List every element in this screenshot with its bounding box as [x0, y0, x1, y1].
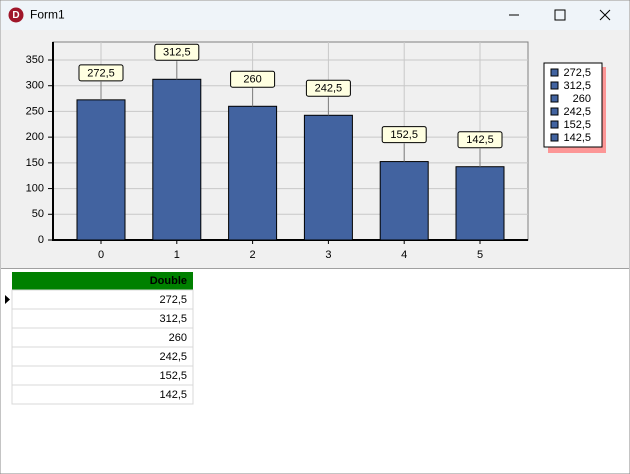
- legend-swatch: [550, 120, 559, 129]
- value-label-box: [78, 64, 124, 82]
- legend-label: 260: [573, 93, 591, 105]
- table-header-text: Double: [150, 275, 187, 287]
- legend-label: 142,5: [563, 132, 591, 144]
- y-tick-label: 250: [26, 105, 44, 117]
- value-label-box: [154, 43, 200, 61]
- bar: [303, 114, 353, 241]
- legend-swatch: [550, 68, 559, 77]
- legend-label: 152,5: [563, 119, 591, 131]
- bar: [379, 161, 429, 241]
- x-tick-label: 5: [477, 249, 483, 261]
- legend-swatch: [550, 133, 559, 142]
- bar: [76, 99, 126, 241]
- window-title: Form1: [30, 8, 65, 22]
- value-label: 272,5: [87, 67, 115, 79]
- legend-label: 312,5: [563, 80, 591, 92]
- legend-swatch: [550, 107, 559, 116]
- table-cell: 142,5: [159, 389, 187, 401]
- x-tick-label: 3: [325, 249, 331, 261]
- legend-swatch: [550, 81, 559, 90]
- y-tick-label: 0: [38, 234, 44, 246]
- title-bar: [1, 1, 629, 30]
- legend-label: 272,5: [563, 67, 591, 79]
- x-tick-label: 0: [98, 249, 104, 261]
- x-tick-label: 1: [174, 249, 180, 261]
- value-label: 312,5: [163, 47, 191, 59]
- value-label-box: [457, 131, 503, 149]
- close-button[interactable]: [599, 9, 611, 21]
- y-tick-label: 100: [26, 182, 44, 194]
- value-label: 242,5: [315, 83, 343, 95]
- x-tick-label: 4: [401, 249, 407, 261]
- legend-label: 242,5: [563, 106, 591, 118]
- y-tick-label: 50: [32, 208, 44, 220]
- table-row: [11, 327, 194, 348]
- bar: [152, 78, 202, 241]
- bar: [455, 166, 505, 241]
- y-tick-label: 200: [26, 131, 44, 143]
- table-cell: 260: [169, 332, 187, 344]
- y-tick-label: 300: [26, 80, 44, 92]
- value-label-box: [230, 70, 276, 88]
- maximize-button[interactable]: [554, 9, 566, 21]
- table-cell: 152,5: [159, 370, 187, 382]
- bar: [228, 105, 278, 241]
- table-cell: 242,5: [159, 351, 187, 363]
- x-tick-label: 2: [250, 249, 256, 261]
- legend: [543, 62, 603, 148]
- y-tick-label: 150: [26, 157, 44, 169]
- table-row: [11, 384, 194, 405]
- plot-area: [52, 41, 529, 241]
- table-cell: 272,5: [159, 294, 187, 306]
- app-icon: [8, 7, 24, 23]
- row-indicator: [5, 295, 10, 304]
- legend-swatch: [550, 94, 559, 103]
- value-label-box: [381, 126, 427, 144]
- app-icon-letter: D: [12, 10, 19, 21]
- value-label: 142,5: [466, 134, 494, 146]
- table-header: [12, 272, 193, 290]
- value-label-box: [305, 79, 351, 97]
- y-tick-label: 350: [26, 54, 44, 66]
- table-cell: 312,5: [159, 313, 187, 325]
- value-label: 152,5: [390, 129, 418, 141]
- value-label: 260: [243, 74, 261, 86]
